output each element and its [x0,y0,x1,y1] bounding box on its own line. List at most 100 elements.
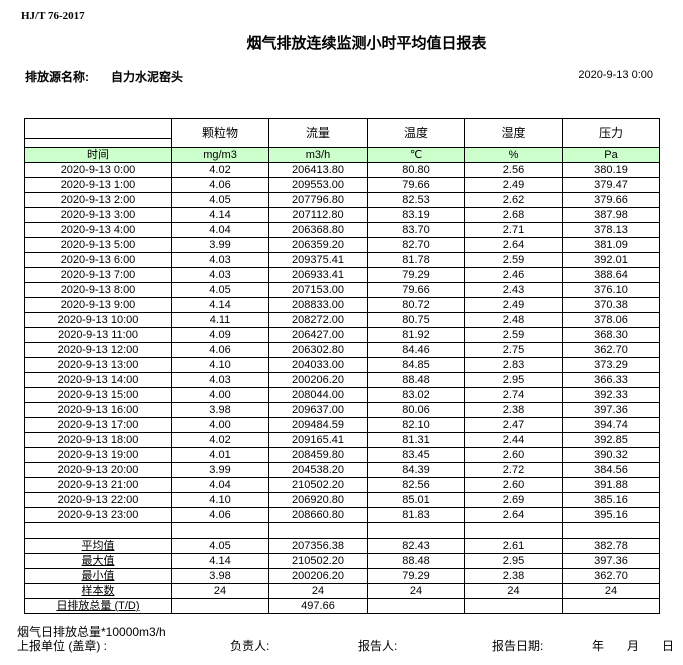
value-cell: 387.98 [562,207,660,223]
time-cell: 2020-9-13 5:00 [24,237,172,253]
value-cell [268,522,368,539]
value-cell: 204033.00 [268,357,368,373]
table-row: 2020-9-13 10:00 4.11 208272.00 80.75 2.48 378… [24,312,660,328]
value-cell: 206413.80 [268,162,368,178]
value-cell: 209375.41 [268,252,368,268]
value-cell: 80.75 [367,312,465,328]
stat-row: 最小值 3.98 200206.20 79.29 2.38 362.70 [24,568,660,584]
value-cell: 24 [367,583,465,599]
value-cell: 392.01 [562,252,660,268]
value-cell: 80.72 [367,297,465,313]
time-cell: 2020-9-13 9:00 [24,297,172,313]
value-cell [171,598,269,614]
unit-cell: m3/h [268,147,368,163]
column-header: 流量 [268,118,368,148]
table-row: 2020-9-13 20:00 3.99 204538.20 84.39 2.72 384… [24,462,660,478]
column-header: 压力 [562,118,660,148]
value-cell: 82.53 [367,192,465,208]
value-cell: 2.69 [464,492,563,508]
value-cell: 4.01 [171,447,269,463]
value-cell: 2.46 [464,267,563,283]
value-cell: 384.56 [562,462,660,478]
value-cell: 2.75 [464,342,563,358]
value-cell: 206359.20 [268,237,368,253]
value-cell: 3.98 [171,402,269,418]
time-cell [24,522,172,539]
value-cell: 370.38 [562,297,660,313]
value-cell: 81.78 [367,252,465,268]
value-cell: 381.09 [562,237,660,253]
value-cell: 208833.00 [268,297,368,313]
time-cell: 2020-9-13 16:00 [24,402,172,418]
table-row: 2020-9-13 22:00 4.10 206920.80 85.01 2.69 385… [24,492,660,508]
value-cell: 4.10 [171,492,269,508]
value-cell: 207153.00 [268,282,368,298]
unit-label: 上报单位 (盖章) : [17,639,107,653]
value-cell: 2.43 [464,282,563,298]
time-cell: 2020-9-13 15:00 [24,387,172,403]
value-cell: 4.09 [171,327,269,343]
value-cell: 209165.41 [268,432,368,448]
value-cell: 82.43 [367,538,465,554]
value-cell: 208272.00 [268,312,368,328]
value-cell: 200206.20 [268,568,368,584]
value-cell: 379.47 [562,177,660,193]
time-cell: 2020-9-13 19:00 [24,447,172,463]
time-cell: 2020-9-13 21:00 [24,477,172,493]
report-table: 颗粒物 流量 温度 湿度 压力 时间 mg/m3 m3/h ℃ % Pa 202… [24,118,660,614]
value-cell: 88.48 [367,372,465,388]
value-cell: 392.33 [562,387,660,403]
value-cell: 79.66 [367,177,465,193]
time-cell: 2020-9-13 7:00 [24,267,172,283]
value-cell: 4.04 [171,222,269,238]
report-datetime: 2020-9-13 0:00 [578,69,653,81]
time-cell: 2020-9-13 3:00 [24,207,172,223]
value-cell: 4.04 [171,477,269,493]
value-cell: 24 [464,583,563,599]
time-cell: 2020-9-13 18:00 [24,432,172,448]
time-cell: 2020-9-13 10:00 [24,312,172,328]
report-title: 烟气排放连续监测小时平均值日报表 [246,35,487,52]
value-cell: 392.85 [562,432,660,448]
value-cell: 4.03 [171,267,269,283]
value-cell: 2.47 [464,417,563,433]
column-header: 温度 [367,118,465,148]
value-cell: 397.36 [562,402,660,418]
value-cell: 210502.20 [268,477,368,493]
value-cell: 2.72 [464,462,563,478]
time-cell: 2020-9-13 6:00 [24,252,172,268]
value-cell: 84.46 [367,342,465,358]
value-cell: 79.29 [367,568,465,584]
value-cell: 207356.38 [268,538,368,554]
table-row: 2020-9-13 15:00 4.00 208044.00 83.02 2.74 392… [24,387,660,403]
unit-cell: % [464,147,563,163]
value-cell: 83.19 [367,207,465,223]
stat-label: 样本数 [24,583,172,599]
value-cell: 2.95 [464,553,563,569]
value-cell: 4.02 [171,162,269,178]
table-row: 2020-9-13 9:00 4.14 208833.00 80.72 2.49 370.… [24,297,660,313]
value-cell: 4.05 [171,282,269,298]
value-cell [464,522,563,539]
value-cell: 24 [268,583,368,599]
stat-row: 最大值 4.14 210502.20 88.48 2.95 397.36 [24,553,660,569]
value-cell: 4.06 [171,507,269,523]
value-cell: 3.99 [171,462,269,478]
value-cell: 373.29 [562,357,660,373]
value-cell: 82.56 [367,477,465,493]
table-row: 2020-9-13 12:00 4.06 206302.80 84.46 2.75 362… [24,342,660,358]
value-cell: 2.38 [464,568,563,584]
value-cell: 79.29 [367,267,465,283]
value-cell: 2.61 [464,538,563,554]
value-cell: 81.92 [367,327,465,343]
value-cell: 210502.20 [268,553,368,569]
value-cell: 80.06 [367,402,465,418]
day-label: 日 [662,639,675,653]
value-cell: 206427.00 [268,327,368,343]
blank-row [24,522,660,539]
value-cell: 24 [171,583,269,599]
stat-row: 样本数 24 24 24 24 24 [24,583,660,599]
value-cell [562,522,660,539]
value-cell: 378.06 [562,312,660,328]
units-row: 时间 mg/m3 m3/h ℃ % Pa [24,147,660,163]
